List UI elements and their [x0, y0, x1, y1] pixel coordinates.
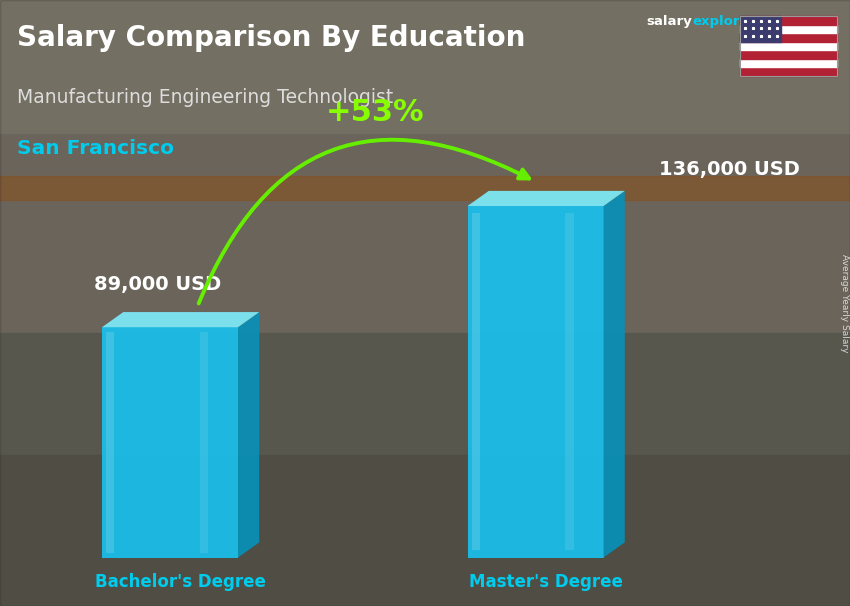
Bar [740, 16, 837, 25]
Text: Master's Degree: Master's Degree [469, 573, 623, 591]
Polygon shape [468, 191, 625, 206]
Text: San Francisco: San Francisco [17, 139, 174, 158]
Polygon shape [604, 191, 625, 558]
Text: salary: salary [646, 15, 692, 28]
Polygon shape [472, 213, 479, 550]
Bar [740, 50, 837, 59]
Bar [0, 333, 850, 454]
Bar [740, 16, 780, 42]
Text: explorer.com: explorer.com [693, 15, 790, 28]
Polygon shape [102, 327, 238, 558]
Text: Manufacturing Engineering Technologist: Manufacturing Engineering Technologist [17, 88, 394, 107]
Polygon shape [102, 312, 259, 327]
Bar [0, 0, 850, 133]
Bar [0, 176, 850, 200]
Polygon shape [238, 312, 259, 558]
Polygon shape [200, 332, 208, 553]
Bar [740, 59, 837, 67]
Text: Salary Comparison By Education: Salary Comparison By Education [17, 24, 525, 52]
Bar [0, 0, 850, 333]
Text: Average Yearly Salary: Average Yearly Salary [840, 254, 848, 352]
Text: Bachelor's Degree: Bachelor's Degree [95, 573, 266, 591]
Bar [740, 42, 837, 50]
Text: 89,000 USD: 89,000 USD [94, 275, 221, 294]
Bar [740, 16, 837, 76]
Polygon shape [106, 332, 114, 553]
Bar [0, 454, 850, 606]
Bar [740, 25, 837, 33]
Text: 136,000 USD: 136,000 USD [659, 160, 800, 179]
Bar [740, 67, 837, 76]
Text: +53%: +53% [326, 98, 424, 127]
Polygon shape [565, 213, 574, 550]
Bar [740, 33, 837, 42]
Polygon shape [468, 206, 604, 558]
